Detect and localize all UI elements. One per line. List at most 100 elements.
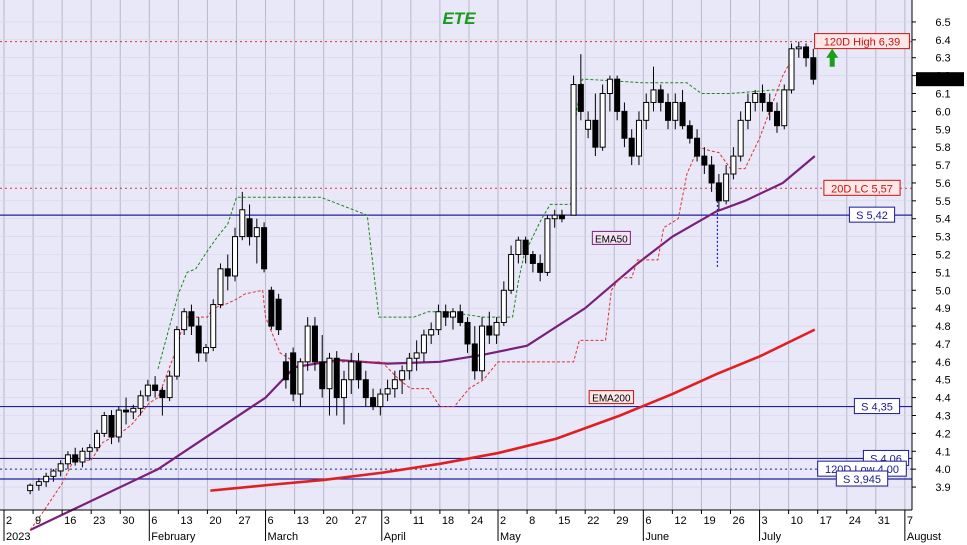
candle — [268, 286, 275, 330]
x-tick-label: 18 — [442, 515, 454, 527]
candle-body-up — [420, 334, 427, 354]
candle-body-up — [752, 93, 759, 103]
series-label-box — [588, 390, 635, 405]
candle — [370, 388, 377, 411]
y-tick-label: 4.9 — [935, 303, 950, 315]
candle-body-down — [72, 454, 79, 463]
candle — [570, 75, 577, 216]
candle — [50, 469, 57, 482]
candle-body-up — [348, 361, 355, 381]
level-label-box — [823, 179, 901, 196]
candle-body-down — [529, 254, 536, 264]
candle-body-down — [188, 311, 195, 327]
candle-body-up — [406, 357, 413, 372]
candle-body-up — [217, 268, 224, 306]
candle-body-up — [515, 239, 522, 255]
candle-body-down — [715, 182, 722, 202]
x-tick-label: 27 — [355, 515, 367, 527]
candle-body-down — [159, 389, 166, 399]
series-120d-channel — [157, 57, 795, 370]
candle-body-down — [810, 57, 817, 80]
candle — [752, 89, 759, 112]
y-tick-label: 5.1 — [935, 267, 950, 279]
candle-body-down — [355, 361, 362, 381]
candle-body-up — [173, 329, 180, 377]
candle — [35, 478, 42, 491]
x-tick-label: 13 — [180, 515, 192, 527]
candle-body-up — [672, 101, 679, 121]
candle — [606, 75, 613, 112]
candle-body-down — [370, 397, 377, 408]
candle — [57, 460, 64, 477]
candle-body-down — [766, 101, 773, 112]
candle-body-up — [115, 409, 122, 438]
candle — [471, 326, 478, 380]
up-arrow-icon — [826, 48, 839, 67]
candle — [406, 352, 413, 380]
chart-title: ETE — [442, 9, 476, 28]
candle — [781, 84, 788, 130]
month-label: April — [384, 531, 406, 543]
candle — [166, 370, 173, 402]
y-tick-label: 4.6 — [935, 357, 950, 369]
candle — [592, 93, 599, 157]
candle-body-down — [362, 379, 369, 399]
candle-body-up — [57, 463, 64, 472]
candle — [795, 41, 802, 58]
candle-body-up — [297, 361, 304, 395]
candle — [413, 340, 420, 371]
candle — [239, 191, 246, 241]
candle-body-up — [493, 321, 500, 336]
y-tick-label: 4.4 — [935, 393, 950, 405]
y-tick-label: 4.1 — [935, 446, 950, 458]
candle — [657, 84, 664, 112]
candle — [665, 93, 672, 130]
candle — [195, 317, 202, 362]
candle — [773, 102, 780, 133]
candle — [529, 250, 536, 273]
candle-body-up — [130, 407, 137, 413]
candle-body-down — [457, 311, 464, 323]
candle — [341, 370, 348, 425]
candle-body-up — [391, 379, 398, 390]
candle-body-up — [27, 484, 34, 492]
candle — [679, 89, 686, 130]
candle-body-up — [635, 119, 642, 157]
candle — [86, 444, 93, 461]
candle-body-down — [275, 298, 282, 331]
candle — [522, 236, 529, 264]
y-tick-label: 6.5 — [935, 17, 950, 29]
y-tick-label: 5.2 — [935, 250, 950, 262]
candle — [788, 43, 795, 94]
candle-body-up — [239, 209, 246, 238]
candle — [614, 75, 621, 121]
y-tick-label: 5.4 — [935, 214, 950, 226]
x-tick-label: 30 — [122, 515, 134, 527]
level-label-box — [853, 398, 901, 415]
candle-body-up — [166, 375, 173, 399]
candle — [500, 281, 507, 327]
candle — [493, 317, 500, 344]
candle — [43, 472, 50, 488]
x-tick-label: 24 — [471, 515, 483, 527]
candle — [391, 370, 398, 398]
candle-body-up — [544, 218, 551, 273]
candle-body-down — [686, 125, 693, 139]
candle — [803, 43, 810, 67]
candle-body-up — [181, 311, 188, 331]
candle-body-up — [744, 101, 751, 121]
candle — [399, 365, 406, 395]
candle — [246, 204, 253, 246]
candle — [282, 352, 289, 389]
x-tick-label: 15 — [558, 515, 570, 527]
candle-body-down — [311, 325, 318, 363]
candle-body-down — [558, 214, 565, 220]
y-tick-label: 4.7 — [935, 339, 950, 351]
y-tick-label: 4.2 — [935, 428, 950, 440]
candle — [558, 209, 565, 223]
candle — [253, 218, 260, 264]
x-tick-label: 22 — [587, 515, 599, 527]
last-price-text: 6.18000 — [922, 75, 959, 86]
candle-body-down — [108, 415, 115, 438]
candle-body-up — [413, 352, 420, 359]
